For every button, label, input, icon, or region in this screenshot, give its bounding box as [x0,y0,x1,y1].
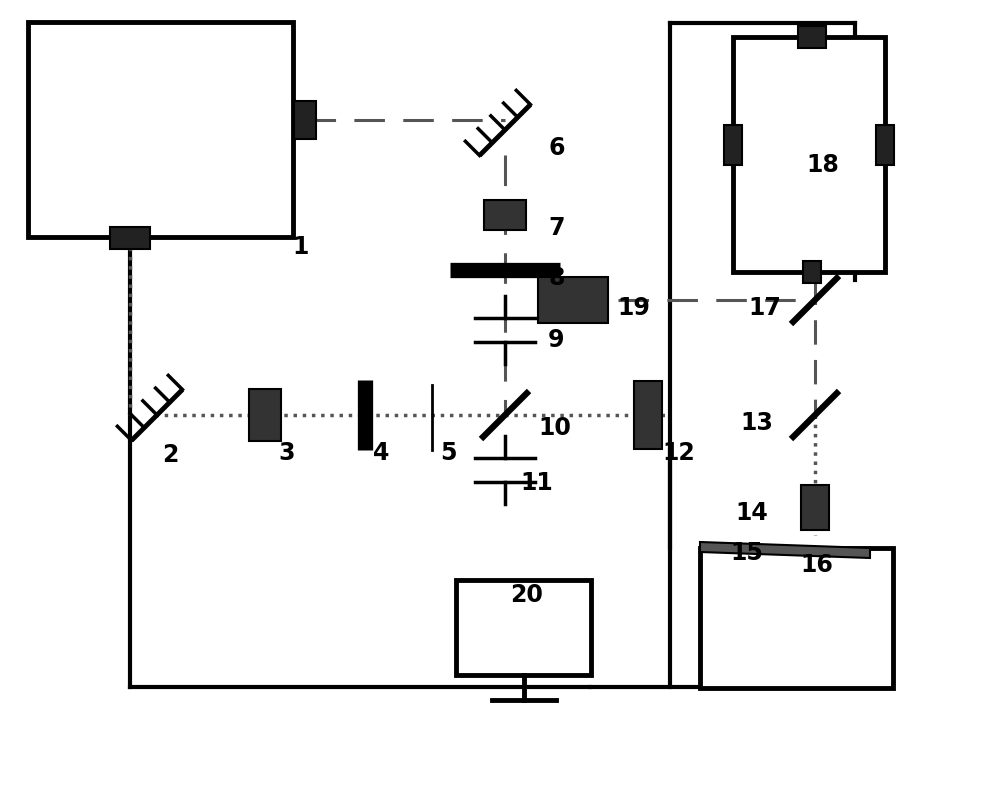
Text: 20: 20 [510,583,543,607]
Bar [801,485,829,530]
Bar [798,26,826,48]
Text: 1: 1 [292,235,308,259]
Text: 14: 14 [735,501,768,525]
Bar [110,227,150,249]
Text: 8: 8 [548,266,564,290]
Text: 13: 13 [740,411,773,435]
Text: 16: 16 [800,553,833,577]
Text: 12: 12 [662,441,695,465]
Polygon shape [700,542,870,558]
Text: 9: 9 [548,328,564,352]
Bar [634,381,662,449]
Text: 10: 10 [538,416,571,440]
Text: 5: 5 [440,441,456,465]
Text: 15: 15 [730,541,763,565]
Bar [249,389,281,441]
Bar [700,548,893,688]
Text: 17: 17 [748,296,781,320]
Text: 7: 7 [548,216,564,240]
Bar [724,125,742,165]
Text: 4: 4 [373,441,389,465]
Text: 2: 2 [162,443,178,467]
Text: 11: 11 [520,471,553,495]
Bar [484,200,526,230]
Bar [876,125,894,165]
Bar [28,22,293,237]
Bar [538,277,608,323]
Text: 18: 18 [806,153,839,177]
Bar [803,261,821,283]
Text: 3: 3 [278,441,294,465]
Text: 6: 6 [548,136,564,160]
Bar [456,580,591,675]
Text: 19: 19 [617,296,650,320]
Bar [733,37,885,272]
Bar [294,101,316,139]
